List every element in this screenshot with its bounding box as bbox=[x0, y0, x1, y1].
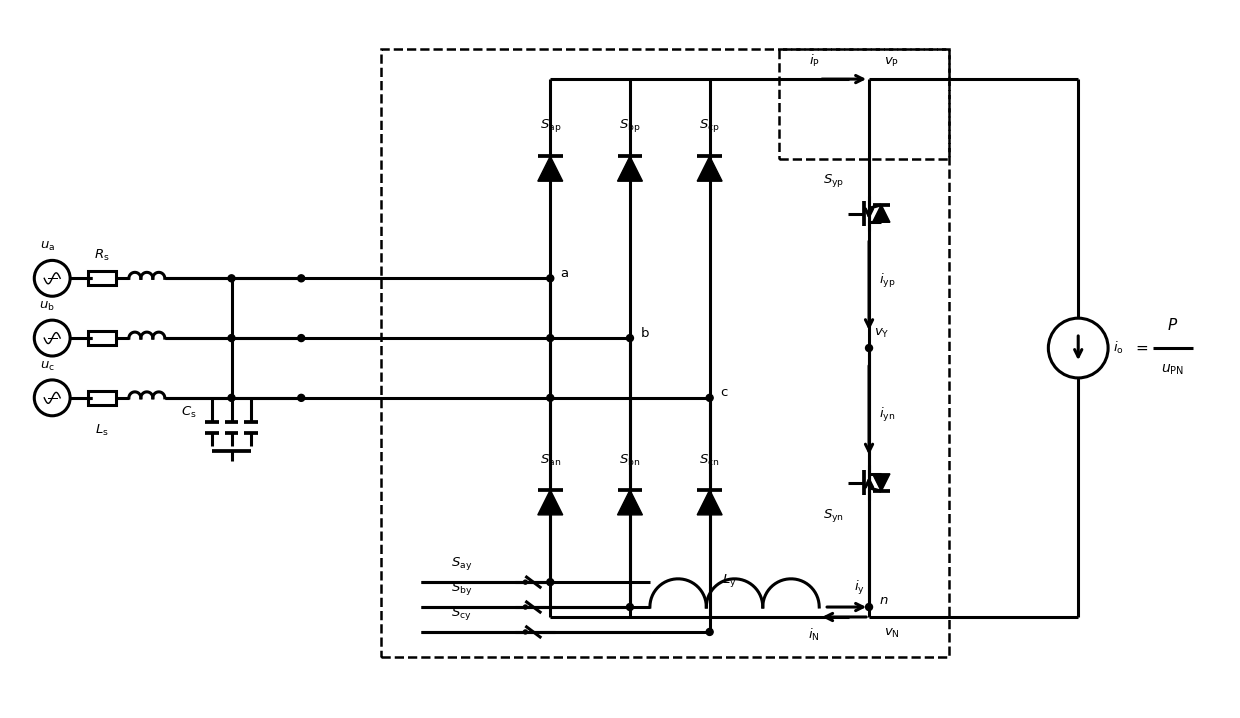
Circle shape bbox=[228, 335, 236, 342]
Circle shape bbox=[706, 628, 713, 635]
Text: $S_{\rm bp}$: $S_{\rm bp}$ bbox=[619, 117, 641, 134]
Circle shape bbox=[866, 345, 873, 352]
Text: $\rm c$: $\rm c$ bbox=[719, 386, 728, 399]
Text: $S_{\rm ay}$: $S_{\rm ay}$ bbox=[450, 555, 472, 572]
Text: $L_{\rm y}$: $L_{\rm y}$ bbox=[722, 572, 737, 589]
Text: $S_{\rm an}$: $S_{\rm an}$ bbox=[539, 452, 560, 467]
Circle shape bbox=[547, 394, 554, 401]
Text: $u_{\rm PN}$: $u_{\rm PN}$ bbox=[1162, 363, 1184, 378]
Circle shape bbox=[547, 579, 554, 586]
Polygon shape bbox=[697, 157, 722, 181]
Text: $\rm b$: $\rm b$ bbox=[640, 326, 650, 340]
Text: $u_{\rm c}$: $u_{\rm c}$ bbox=[40, 360, 55, 373]
Text: $\rm a$: $\rm a$ bbox=[560, 267, 569, 280]
Polygon shape bbox=[538, 490, 563, 515]
Text: $S_{\rm cn}$: $S_{\rm cn}$ bbox=[699, 452, 720, 467]
Text: $S_{\rm bn}$: $S_{\rm bn}$ bbox=[619, 452, 641, 467]
Text: $L_{\rm s}$: $L_{\rm s}$ bbox=[95, 423, 109, 438]
Text: $i_{\rm yp}$: $i_{\rm yp}$ bbox=[879, 272, 895, 290]
Text: $i_{\rm y}$: $i_{\rm y}$ bbox=[853, 579, 864, 597]
Text: $v_{\rm Y}$: $v_{\rm Y}$ bbox=[874, 327, 889, 340]
Circle shape bbox=[547, 275, 554, 281]
Text: $S_{\rm yn}$: $S_{\rm yn}$ bbox=[823, 508, 844, 524]
Bar bbox=[88, 391, 117, 405]
Circle shape bbox=[523, 605, 527, 609]
Text: $u_{\rm b}$: $u_{\rm b}$ bbox=[40, 300, 55, 313]
Text: $i_{\rm o}$: $i_{\rm o}$ bbox=[1114, 340, 1123, 356]
Polygon shape bbox=[873, 205, 890, 223]
Circle shape bbox=[626, 604, 634, 610]
Bar bbox=[780, 50, 949, 159]
Polygon shape bbox=[538, 157, 563, 181]
Text: $i_{\rm yn}$: $i_{\rm yn}$ bbox=[879, 406, 895, 424]
Text: $S_{\rm ap}$: $S_{\rm ap}$ bbox=[539, 117, 560, 134]
Circle shape bbox=[523, 630, 527, 634]
Text: $S_{\rm cy}$: $S_{\rm cy}$ bbox=[450, 605, 471, 622]
Text: $=$: $=$ bbox=[1133, 341, 1149, 355]
Text: $v_{\rm P}$: $v_{\rm P}$ bbox=[884, 56, 899, 69]
Circle shape bbox=[228, 394, 236, 401]
Circle shape bbox=[547, 335, 554, 342]
Text: $i_{\rm N}$: $i_{\rm N}$ bbox=[808, 627, 820, 643]
Circle shape bbox=[228, 275, 236, 281]
Text: $P$: $P$ bbox=[1167, 317, 1178, 333]
Bar bbox=[381, 50, 949, 657]
Polygon shape bbox=[618, 490, 642, 515]
Polygon shape bbox=[697, 490, 722, 515]
Text: $R_{\rm s}$: $R_{\rm s}$ bbox=[94, 248, 110, 264]
Text: $i_{\rm P}$: $i_{\rm P}$ bbox=[808, 53, 820, 69]
Circle shape bbox=[298, 275, 305, 281]
Polygon shape bbox=[873, 474, 890, 491]
Text: $n$: $n$ bbox=[879, 594, 889, 607]
Circle shape bbox=[866, 604, 873, 610]
Polygon shape bbox=[618, 157, 642, 181]
Circle shape bbox=[706, 394, 713, 401]
Text: $S_{\rm cp}$: $S_{\rm cp}$ bbox=[699, 117, 720, 134]
Circle shape bbox=[298, 335, 305, 342]
Circle shape bbox=[626, 335, 634, 342]
Circle shape bbox=[298, 394, 305, 401]
Text: $v_{\rm N}$: $v_{\rm N}$ bbox=[884, 627, 900, 640]
Bar bbox=[88, 271, 117, 285]
Text: $S_{\rm by}$: $S_{\rm by}$ bbox=[450, 580, 472, 597]
Bar bbox=[88, 331, 117, 345]
Text: $C_{\rm s}$: $C_{\rm s}$ bbox=[181, 405, 197, 420]
Circle shape bbox=[523, 580, 527, 584]
Text: $S_{\rm yp}$: $S_{\rm yp}$ bbox=[823, 172, 844, 189]
Text: $u_{\rm a}$: $u_{\rm a}$ bbox=[40, 241, 55, 253]
